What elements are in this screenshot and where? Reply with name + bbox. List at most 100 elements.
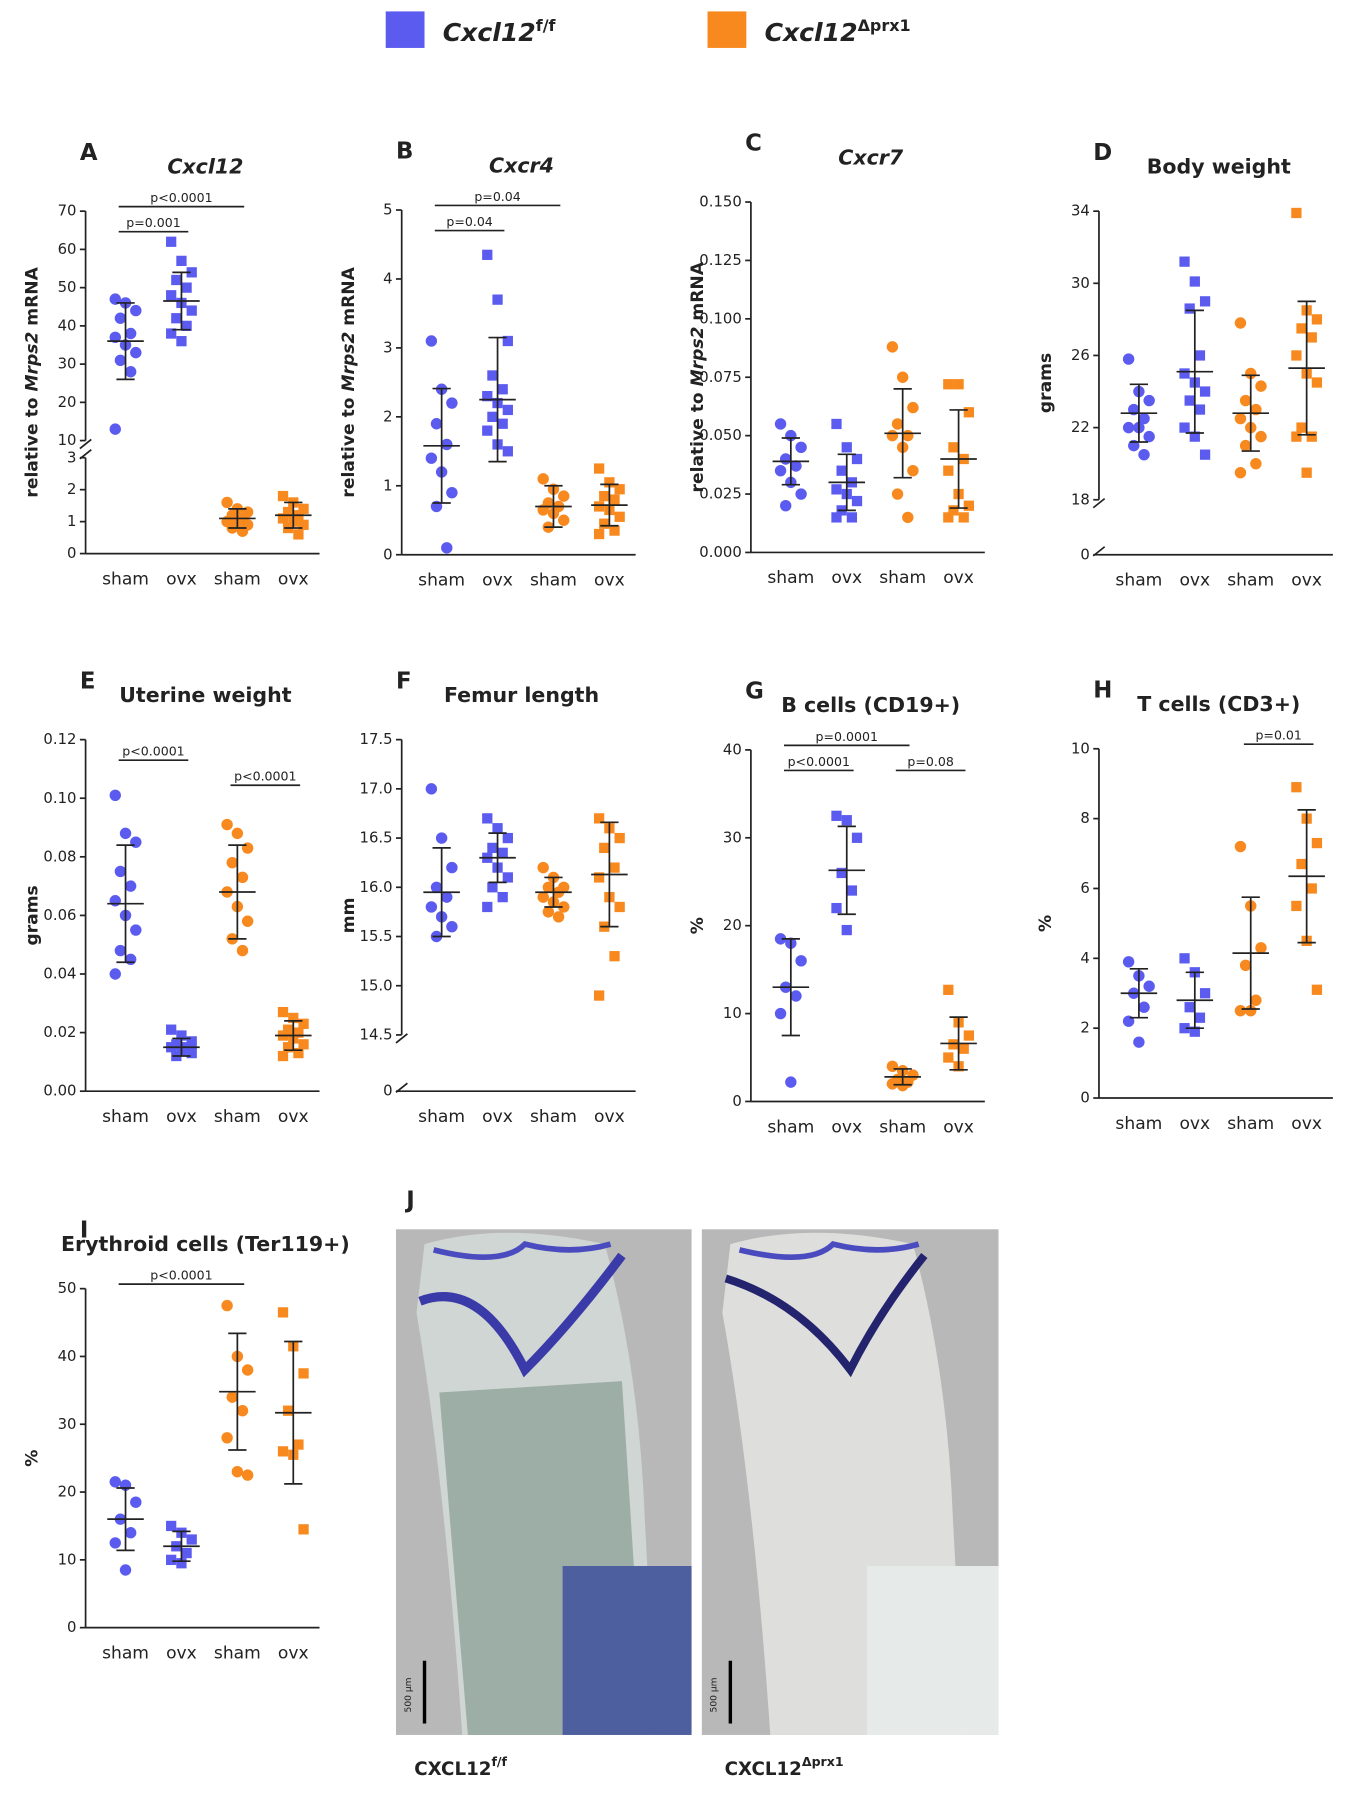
y-tick-label: 0.025 — [699, 486, 741, 503]
data-point — [963, 407, 974, 418]
y-tick-label: 15.0 — [360, 977, 393, 994]
data-point — [1179, 422, 1190, 433]
data-point — [1143, 980, 1155, 992]
data-point — [502, 446, 513, 457]
data-point — [593, 528, 605, 540]
data-point — [1133, 1036, 1145, 1048]
x-tick-label: sham — [102, 1643, 149, 1663]
y-axis-label-part: relative to — [23, 391, 43, 497]
y-axis-label: mm — [339, 898, 359, 934]
data-point — [958, 512, 969, 523]
data-point — [593, 813, 605, 824]
data-point — [831, 512, 842, 523]
data-point — [492, 294, 503, 305]
data-point — [1239, 439, 1252, 452]
y-tick-label: 3 — [67, 449, 76, 466]
data-point — [558, 901, 570, 913]
data-point — [114, 354, 127, 366]
data-point — [604, 477, 615, 488]
data-point — [552, 911, 565, 923]
x-tick-label: sham — [214, 569, 261, 589]
data-point — [1291, 900, 1302, 912]
data-point — [795, 441, 807, 454]
data-point — [241, 842, 254, 854]
data-point — [277, 1050, 289, 1062]
data-point — [846, 885, 858, 896]
data-point — [886, 341, 899, 353]
y-tick-label: 20 — [58, 394, 77, 411]
x-tick-label: sham — [879, 1117, 926, 1137]
y-tick-label: 0.12 — [43, 731, 76, 748]
y-tick-label: 30 — [1071, 275, 1090, 292]
data-point — [1306, 883, 1317, 894]
p-value: p=0.001 — [126, 215, 180, 230]
y-tick-label: 0 — [732, 1093, 741, 1110]
data-point — [446, 920, 458, 933]
data-point — [1250, 457, 1262, 470]
data-point — [795, 488, 807, 500]
data-point — [171, 313, 182, 324]
data-point — [1179, 953, 1190, 964]
y-tick-label: 10 — [58, 1551, 77, 1568]
data-point — [130, 304, 142, 317]
chart-title: Cxcr4 — [489, 153, 554, 177]
data-point — [186, 305, 197, 316]
data-point — [558, 514, 570, 526]
data-point — [124, 880, 137, 892]
x-tick-label: ovx — [166, 569, 197, 589]
data-point — [277, 1006, 289, 1018]
data-point — [221, 818, 233, 831]
data-point — [277, 1446, 289, 1457]
data-point — [186, 1534, 197, 1545]
panel-letter: H — [1093, 677, 1112, 703]
y-tick-label: 15.5 — [360, 928, 393, 945]
data-point — [891, 418, 904, 430]
x-tick-label: sham — [418, 1107, 465, 1127]
data-point — [236, 944, 249, 957]
data-point — [948, 505, 959, 516]
x-tick-label: ovx — [278, 1643, 309, 1663]
x-tick-label: ovx — [594, 1107, 625, 1127]
data-point — [1234, 412, 1247, 425]
y-axis-label-part: Mrps2 — [23, 332, 43, 392]
data-point — [1311, 377, 1323, 388]
data-point — [614, 511, 625, 522]
data-point — [593, 872, 605, 883]
data-point — [1199, 386, 1211, 397]
y-axis-label-part: relative to — [339, 391, 359, 497]
data-point — [599, 518, 610, 529]
data-point — [1194, 1012, 1206, 1023]
data-point — [226, 1391, 238, 1403]
data-point — [537, 861, 549, 874]
p-value: p<0.0001 — [150, 190, 212, 205]
chart-title: Body weight — [1147, 154, 1291, 178]
panel-letter: J — [404, 1188, 414, 1214]
data-point — [293, 1439, 304, 1450]
data-point — [948, 442, 959, 453]
data-point — [186, 267, 197, 278]
data-point — [221, 1299, 233, 1312]
data-point — [226, 856, 238, 869]
data-point — [1306, 431, 1317, 442]
data-point — [537, 473, 549, 485]
data-point — [502, 832, 513, 844]
data-point — [430, 881, 443, 893]
data-point — [221, 496, 233, 509]
y-axis-label: relative to Mrps2 mRNA — [23, 266, 43, 497]
panel-letter: A — [80, 140, 98, 166]
data-point — [943, 465, 954, 476]
data-point — [886, 1060, 899, 1073]
data-point — [1122, 956, 1135, 968]
data-point — [283, 1405, 294, 1416]
y-tick-label: 30 — [58, 1416, 77, 1433]
data-point — [176, 1030, 187, 1041]
data-point — [181, 282, 192, 293]
axis-break — [395, 1033, 408, 1044]
y-axis-label: grams — [1036, 353, 1056, 413]
data-point — [1179, 256, 1190, 267]
data-point — [236, 1404, 249, 1417]
data-point — [293, 1047, 304, 1059]
y-tick-label: 40 — [723, 741, 742, 758]
chart-title: B cells (CD19+) — [781, 693, 960, 717]
data-point — [1189, 276, 1200, 287]
